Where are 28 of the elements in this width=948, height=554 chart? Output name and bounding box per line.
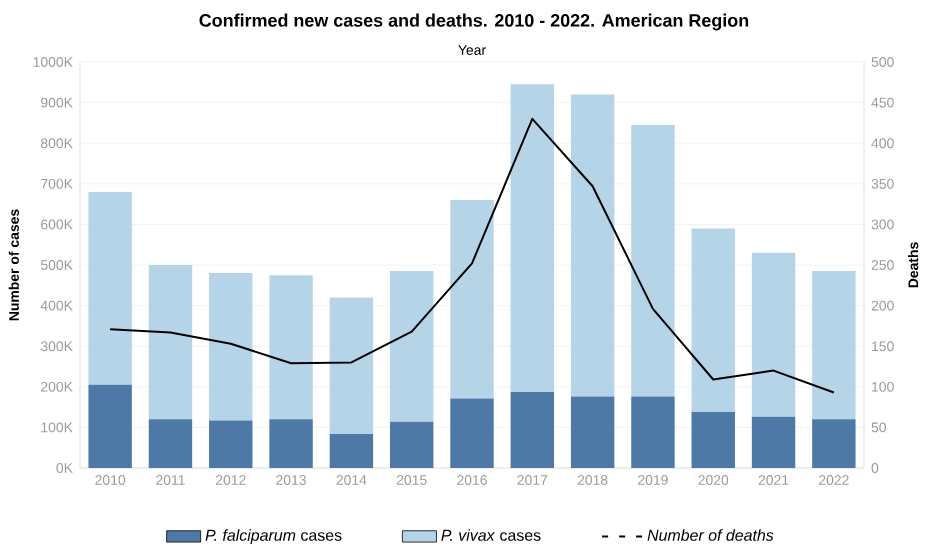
bar: [88, 191, 132, 385]
bar: [450, 200, 494, 399]
bar: [329, 433, 374, 468]
bar: [691, 411, 735, 468]
bar: [209, 420, 253, 468]
bar: [148, 265, 193, 420]
bar: [570, 94, 615, 397]
bar: [88, 384, 132, 468]
bar: [812, 419, 856, 468]
bar: [691, 228, 735, 412]
bar: [570, 396, 615, 468]
bar: [631, 124, 675, 397]
bar: [209, 273, 253, 421]
line-series: [109, 117, 835, 394]
bar: [389, 421, 434, 468]
bar: [812, 271, 856, 420]
chart-title: Confirmed new cases and deaths. 2010 - 2022. American Region: [199, 13, 749, 31]
bar: [450, 398, 494, 468]
bar: [389, 271, 434, 422]
bar: [269, 275, 313, 420]
bar: [631, 396, 675, 468]
bar: [329, 297, 374, 434]
bar: [510, 84, 555, 393]
bar: [269, 419, 313, 468]
bar: [510, 392, 555, 468]
bar: [148, 419, 193, 468]
bar: [751, 252, 796, 417]
bar: [751, 416, 796, 468]
